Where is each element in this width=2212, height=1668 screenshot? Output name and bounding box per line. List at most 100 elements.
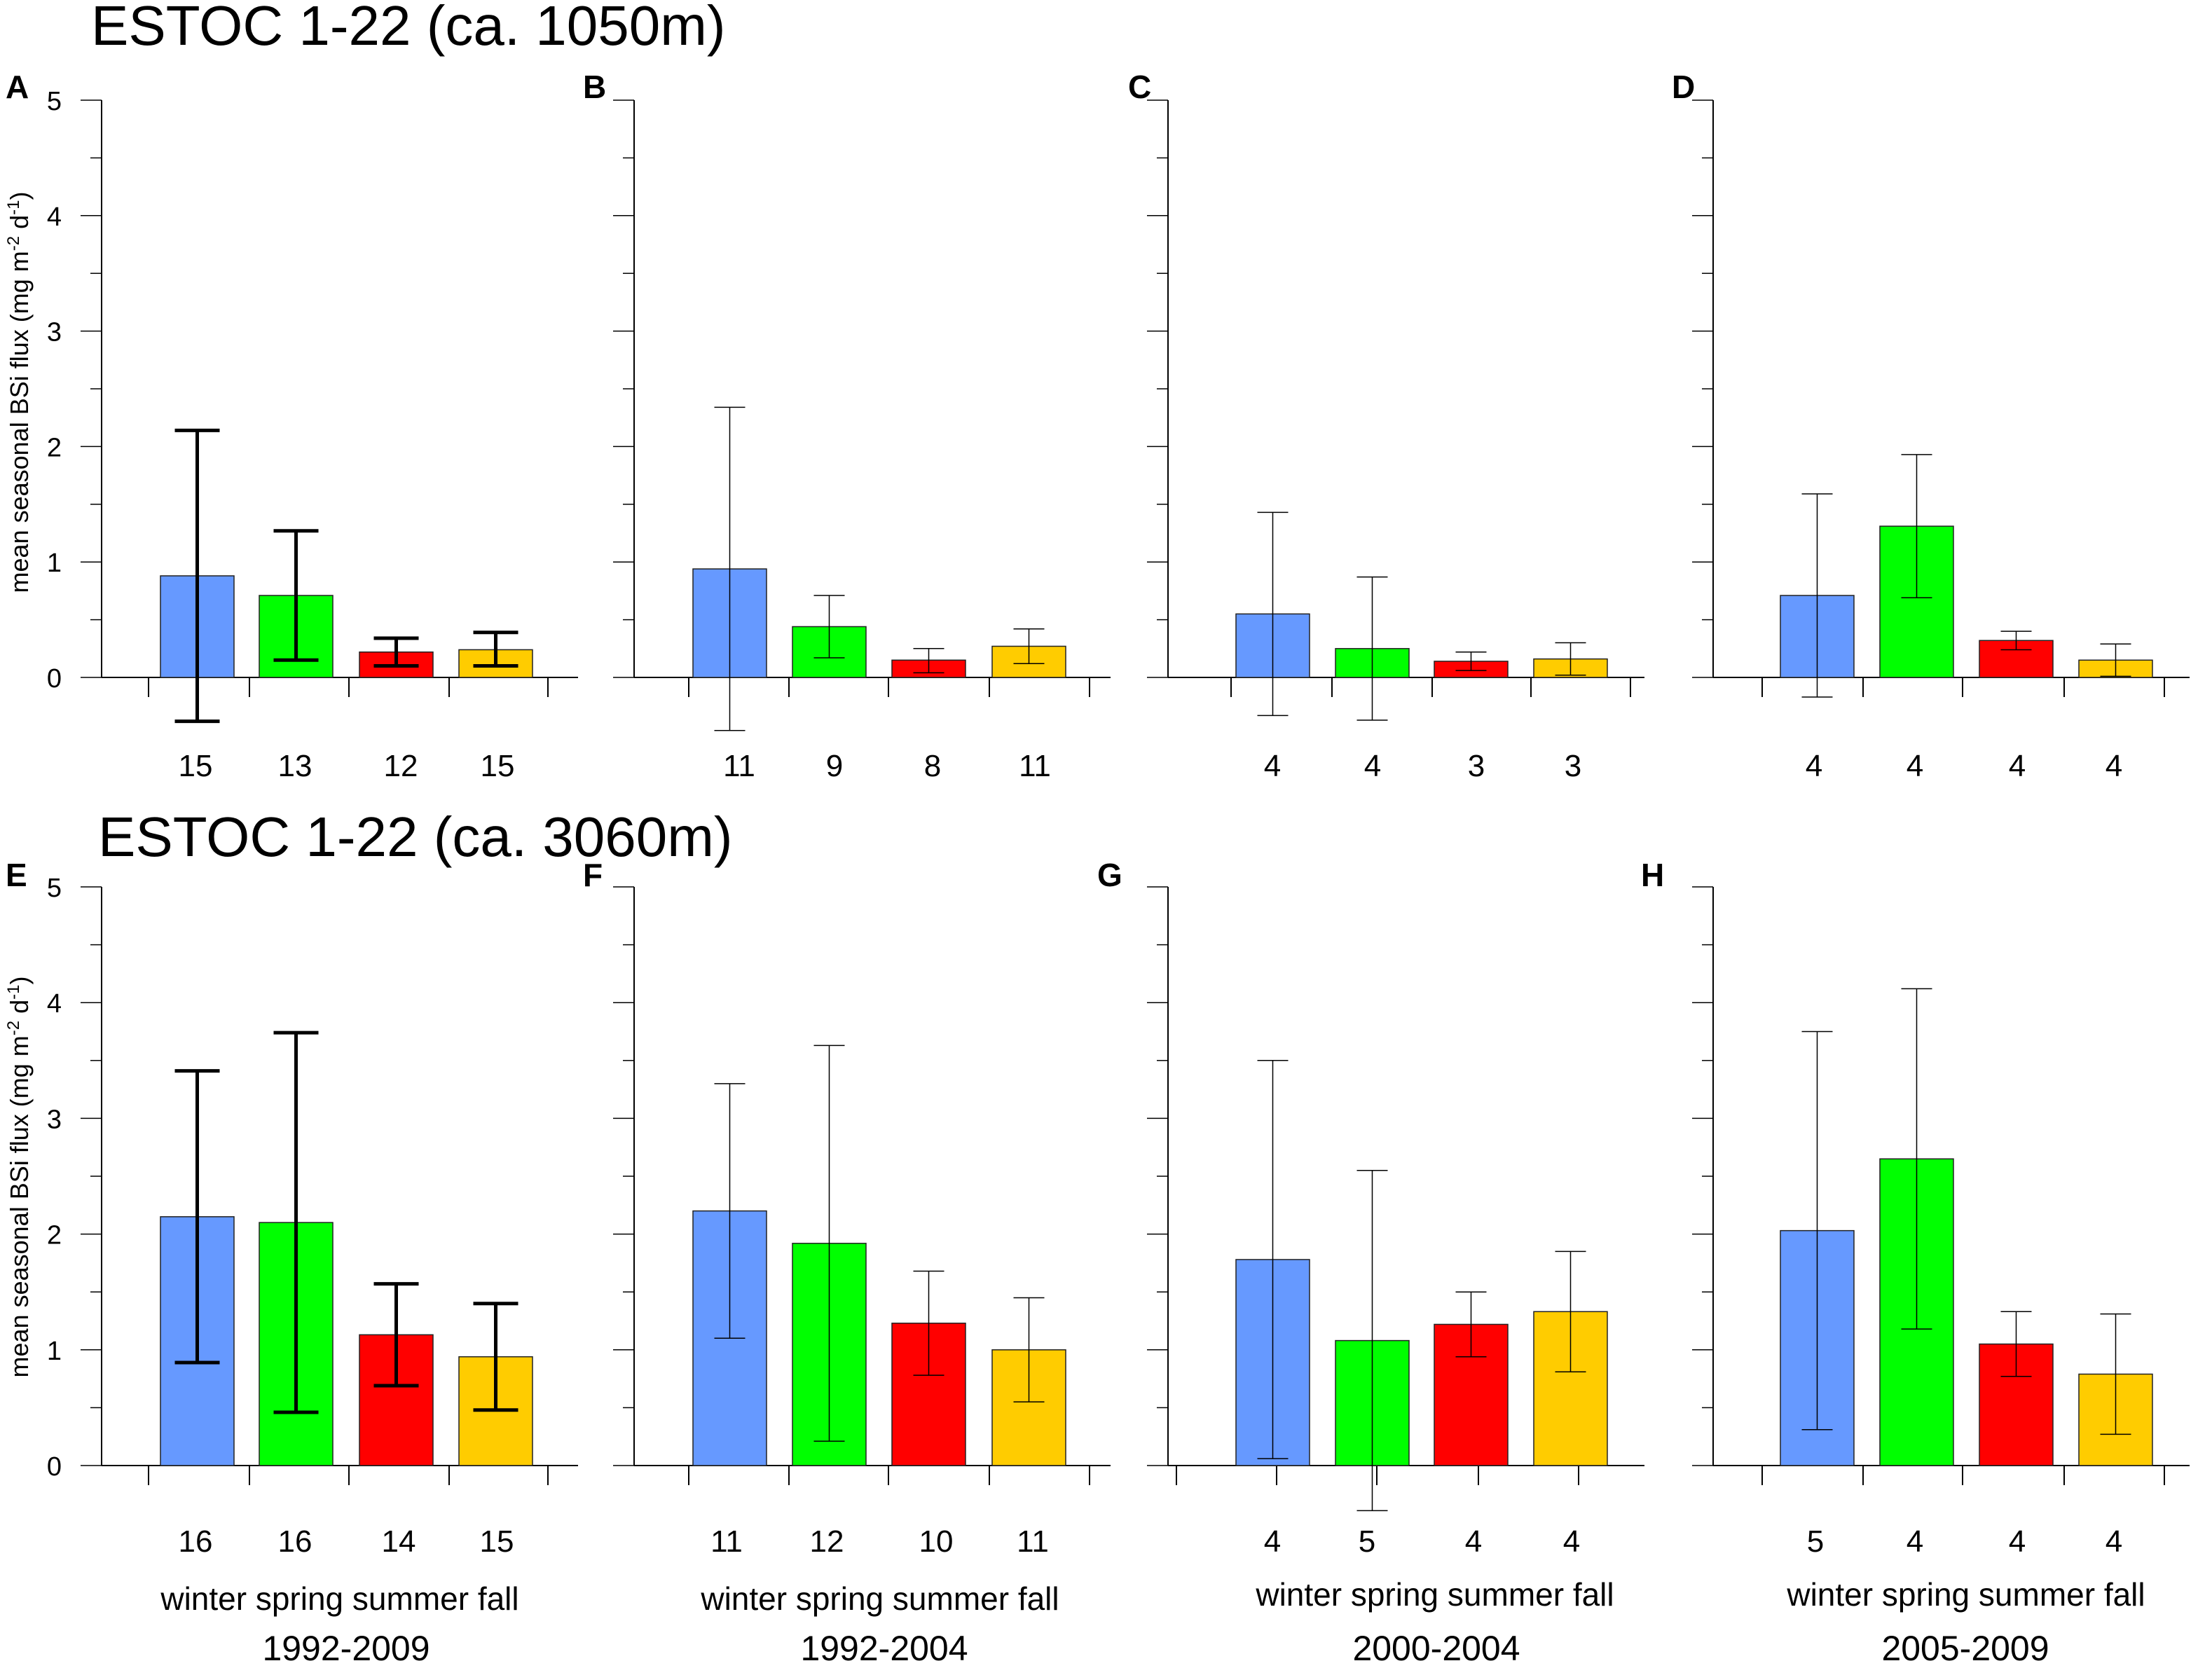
- panel-d: D 4 4 4 4: [1672, 69, 2190, 783]
- y-axis-label-sup: -1: [4, 200, 23, 215]
- error-bar-summer: [913, 648, 944, 674]
- error-bar-spring: [1901, 454, 1932, 599]
- n-label: 4: [1264, 749, 1281, 783]
- y-tick-label: 4: [47, 202, 62, 232]
- error-bar-winter: [1257, 1060, 1289, 1459]
- row-title-bottom: ESTOC 1-22 (ca. 3060m): [98, 806, 733, 868]
- n-label: 4: [1907, 749, 1923, 783]
- n-label: 4: [1364, 749, 1381, 783]
- n-label: 5: [1359, 1524, 1375, 1559]
- n-label: 11: [1017, 1524, 1049, 1559]
- error-bar-summer: [1455, 1291, 1487, 1358]
- y-axis-label-text: d: [5, 1000, 34, 1021]
- error-bar-spring: [1901, 988, 1932, 1330]
- error-bar-winter: [1257, 511, 1289, 717]
- y-axis-label-bottom: mean seasonal BSi flux (mg m-2 d-1): [4, 977, 34, 1378]
- n-label: 4: [1907, 1524, 1923, 1559]
- error-bar-summer: [1455, 651, 1487, 671]
- y-tick-label: 0: [47, 664, 62, 694]
- error-bar-fall: [1013, 628, 1045, 664]
- error-bar-winter: [1801, 493, 1833, 698]
- error-bar-fall: [473, 1302, 518, 1412]
- error-bar-summer: [2000, 630, 2032, 651]
- y-tick-label: 5: [47, 87, 62, 116]
- n-label: 4: [2105, 1524, 2122, 1559]
- panel-letter: F: [583, 857, 603, 893]
- season-label: winter spring summer fall: [700, 1580, 1059, 1617]
- y-tick-label: 4: [47, 989, 62, 1019]
- y-axis-label-sup: -1: [4, 985, 23, 1000]
- period-label: 2000-2004: [1352, 1629, 1520, 1668]
- n-label: 12: [810, 1524, 844, 1559]
- error-bar-spring: [273, 1031, 319, 1414]
- error-bar-winter: [174, 1069, 220, 1365]
- n-label: 15: [481, 749, 515, 783]
- error-bar-spring: [273, 529, 319, 662]
- panel-letter: E: [6, 857, 27, 893]
- y-axis-label-sup: -2: [4, 236, 23, 251]
- n-label: 4: [1563, 1524, 1580, 1559]
- y-tick-label: 1: [47, 549, 62, 578]
- n-label: 3: [1565, 749, 1581, 783]
- n-label: 12: [384, 749, 418, 783]
- y-axis-label-sup: -2: [4, 1021, 23, 1035]
- season-label: winter spring summer fall: [160, 1580, 518, 1617]
- y-axis-label-text: ): [5, 977, 34, 985]
- panel-g: G 4 5 4 4: [1097, 857, 1644, 1559]
- y-axis-label-top: mean seasonal BSi flux (mg m-2 d-1): [4, 192, 34, 593]
- panel-e: E 0 1 2 3 4 5 16 16 14 15: [6, 857, 578, 1559]
- n-label: 4: [1806, 749, 1822, 783]
- y-tick-label: 2: [47, 433, 62, 462]
- error-bar-winter: [174, 428, 220, 724]
- error-bar-fall: [1013, 1297, 1045, 1402]
- y-tick-label: 3: [47, 318, 62, 347]
- n-label: 4: [2009, 1524, 2026, 1559]
- error-bar-summer: [373, 1282, 419, 1388]
- error-bar-fall: [2100, 643, 2131, 677]
- y-axis-label-text: ): [5, 192, 34, 200]
- n-label: 15: [480, 1524, 514, 1559]
- n-label: 3: [1468, 749, 1485, 783]
- panel-letter: C: [1128, 69, 1151, 105]
- y-tick-label: 1: [47, 1337, 62, 1366]
- panel-letter: H: [1641, 857, 1664, 893]
- error-bar-winter: [714, 1083, 746, 1339]
- panel-letter: A: [6, 69, 29, 105]
- n-label: 10: [919, 1524, 954, 1559]
- y-axis-label-text: mean seasonal BSi flux (mg m: [5, 1035, 34, 1377]
- n-label: 11: [710, 1524, 743, 1559]
- error-bar-fall: [2100, 1313, 2131, 1435]
- error-bar-summer: [2000, 1311, 2032, 1377]
- n-label: 9: [826, 749, 843, 783]
- error-bar-spring: [813, 595, 845, 659]
- error-bar-spring: [1356, 1169, 1388, 1512]
- n-label: 16: [179, 1524, 213, 1559]
- panel-f: F 11 12 10 11: [583, 857, 1111, 1559]
- row-title-top: ESTOC 1-22 (ca. 1050m): [91, 0, 726, 57]
- n-label: 16: [278, 1524, 312, 1559]
- n-label: 4: [2105, 749, 2122, 783]
- error-bar-fall: [473, 630, 518, 668]
- error-bar-spring: [813, 1045, 845, 1442]
- y-axis-label-text: d: [5, 215, 34, 236]
- panel-c: C 4 4 3 3: [1128, 69, 1644, 783]
- period-label: 2005-2009: [1881, 1629, 2049, 1668]
- n-label: 11: [1019, 749, 1051, 783]
- error-bar-spring: [1356, 576, 1388, 721]
- panel-letter: B: [583, 69, 606, 105]
- n-label: 4: [2009, 749, 2026, 783]
- n-label: 8: [924, 749, 941, 783]
- n-label: 15: [179, 749, 213, 783]
- error-bar-fall: [1555, 1250, 1586, 1372]
- n-label: 14: [382, 1524, 416, 1559]
- y-tick-label: 0: [47, 1452, 62, 1482]
- panel-letter: G: [1097, 857, 1122, 893]
- panel-b: B 11 9 8 11: [583, 69, 1111, 783]
- panel-letter: D: [1672, 69, 1695, 105]
- n-label: 5: [1807, 1524, 1824, 1559]
- season-label: winter spring summer fall: [1786, 1576, 2145, 1613]
- y-tick-label: 3: [47, 1105, 62, 1134]
- error-bar-summer: [913, 1270, 944, 1376]
